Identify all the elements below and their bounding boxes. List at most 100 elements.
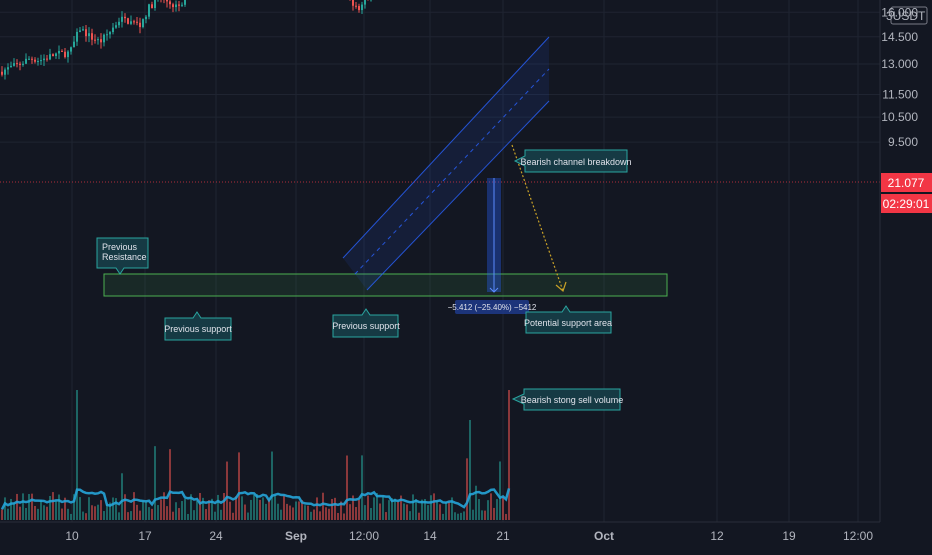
volume-bar (457, 514, 459, 520)
volume-bar (79, 497, 81, 520)
volume-bar (223, 493, 225, 520)
candle (58, 51, 60, 54)
price-tick-label: 9.500 (888, 135, 918, 149)
volume-bar (484, 511, 486, 520)
candle (88, 33, 90, 36)
volume-bar (235, 496, 237, 520)
volume-bar (367, 496, 369, 520)
candle (115, 25, 117, 27)
candle (13, 63, 15, 66)
volume-bar (97, 505, 99, 520)
price-axis[interactable]: 3 USDT 28.00024.00018.00016.00014.50013.… (880, 0, 932, 522)
volume-bar (463, 511, 465, 520)
volume-bar (250, 500, 252, 520)
price-tick-label: 11.500 (882, 87, 918, 101)
volume-bar (229, 502, 231, 520)
callout-sell-volume[interactable]: Bearish stong sell volume (513, 389, 623, 410)
volume-bar (364, 505, 366, 520)
candle (16, 63, 18, 64)
candle (79, 31, 81, 32)
callout-potential-support[interactable]: Potential support area (524, 306, 612, 333)
candle (67, 52, 69, 58)
volume-bar (328, 509, 330, 520)
volume-bar (7, 509, 9, 520)
candle (127, 18, 129, 24)
candle (172, 4, 174, 7)
candle (1, 72, 3, 75)
candle (142, 19, 144, 27)
volume-bar (337, 513, 339, 520)
volume-bar (274, 495, 276, 520)
volume-bar (28, 494, 30, 520)
volume-bar (1, 509, 3, 520)
volume-bar (37, 509, 39, 520)
volume-bar (466, 458, 468, 520)
volume-bar (247, 513, 249, 520)
volume-bar (418, 513, 420, 520)
volume-bar (163, 492, 165, 520)
volume-bar (409, 511, 411, 520)
price-tick-label: 14.500 (881, 30, 918, 44)
time-tick-label: 14 (423, 529, 437, 543)
volume-bar (331, 499, 333, 520)
candle (121, 17, 123, 22)
volume-bar (184, 499, 186, 520)
volume-bar (52, 492, 54, 520)
time-tick-label: 19 (782, 529, 796, 543)
volume-bar (286, 504, 288, 520)
callout-bearish-channel[interactable]: Bearish channel breakdown (515, 150, 632, 172)
volume-bar (82, 512, 84, 520)
callout-previous-resistance[interactable]: Previous Resistance (97, 238, 148, 274)
volume-bar (55, 501, 57, 520)
volume-bar (145, 502, 147, 520)
volume-bar (442, 514, 444, 520)
candle (34, 60, 36, 62)
volume-bar (373, 497, 375, 520)
candle (364, 0, 366, 5)
candle (25, 59, 27, 64)
time-tick-label: 12:00 (843, 529, 873, 543)
volume-bar (16, 494, 18, 520)
volume-bar (349, 504, 351, 520)
candle (19, 64, 21, 65)
volume-bar (295, 501, 297, 520)
volume-bar (10, 499, 12, 520)
volume-bar (58, 495, 60, 520)
callout-previous-support-1[interactable]: Previous support (164, 312, 232, 340)
volume-bar (277, 504, 279, 520)
volume-bar (238, 452, 240, 520)
volume-bar (118, 512, 120, 520)
volume-bar (67, 509, 69, 520)
measure-label: −5.412 (−25.40%) −5412 (448, 303, 537, 312)
candle (70, 47, 72, 51)
rising-channel[interactable] (343, 37, 549, 290)
previous-resistance-line1: Previous (102, 242, 138, 252)
volume-bar (499, 461, 501, 520)
volume-bar (172, 512, 174, 520)
time-tick-label: 10 (65, 529, 79, 543)
candle (76, 32, 78, 42)
support-zone[interactable] (104, 274, 667, 296)
candle (7, 67, 9, 69)
volume-bar (271, 452, 273, 520)
volume-bar (304, 505, 306, 520)
callout-previous-support-2[interactable]: Previous support (332, 309, 400, 337)
candle (82, 29, 84, 30)
volume-bar (397, 502, 399, 520)
time-tick-label: Oct (594, 529, 614, 543)
volume-bar (49, 496, 51, 520)
candle (31, 59, 33, 60)
candle (181, 5, 183, 6)
volume-bar (232, 513, 234, 520)
volume-bar (226, 462, 228, 520)
candle (184, 0, 186, 5)
candle (109, 32, 111, 34)
candle (145, 17, 147, 19)
volume-bar (34, 506, 36, 520)
sell-volume-label: Bearish stong sell volume (521, 395, 624, 405)
candle (73, 42, 75, 48)
